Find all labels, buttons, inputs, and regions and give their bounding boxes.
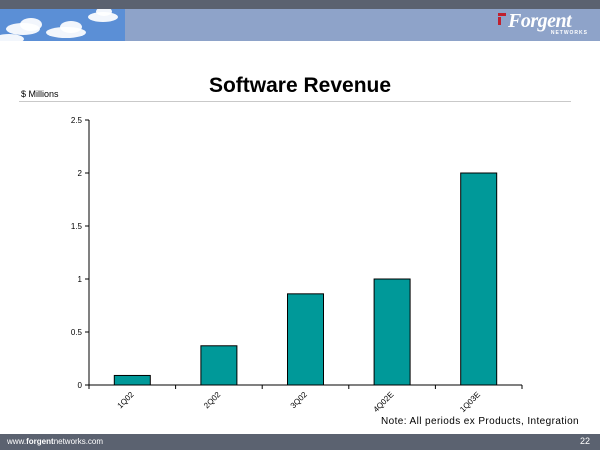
- y-tick-label: 2: [78, 169, 83, 178]
- y-tick-label: 0: [78, 381, 83, 390]
- x-tick-label: 3Q02: [289, 390, 310, 411]
- logo-subtext: NETWORKS: [550, 30, 588, 36]
- logo-text: Forgent: [508, 10, 572, 32]
- x-tick-label: 2Q02: [202, 390, 223, 411]
- page-number: 22: [579, 436, 590, 446]
- x-tick-label: 1Q03E: [458, 390, 482, 414]
- title-divider: [19, 101, 571, 102]
- logo-mark-icon: [498, 13, 506, 25]
- forgent-logo: Forgent NETWORKS: [498, 10, 590, 40]
- header-banner: Forgent NETWORKS: [0, 9, 600, 41]
- bar: [460, 172, 498, 386]
- bar: [287, 293, 324, 386]
- x-tick-label: 4Q02E: [372, 390, 396, 414]
- y-tick-label: 0.5: [71, 328, 83, 337]
- y-tick-label: 2.5: [71, 116, 83, 125]
- y-tick-label: 1: [78, 275, 83, 284]
- sky-image: [0, 9, 125, 41]
- footnote: Note: All periods ex Products, Integrati…: [381, 416, 580, 427]
- x-tick-label: 1Q02: [116, 390, 137, 411]
- footer-url: www.forgentnetworks.com: [7, 437, 104, 446]
- bar: [200, 345, 238, 386]
- top-bar: [0, 0, 600, 9]
- bar: [113, 374, 151, 386]
- footer-bar: www.forgentnetworks.com 22: [0, 434, 600, 450]
- units-label: $ Millions: [21, 89, 59, 99]
- bar: [373, 278, 411, 386]
- y-tick-label: 1.5: [71, 222, 83, 231]
- slide-title: Software Revenue: [208, 74, 392, 97]
